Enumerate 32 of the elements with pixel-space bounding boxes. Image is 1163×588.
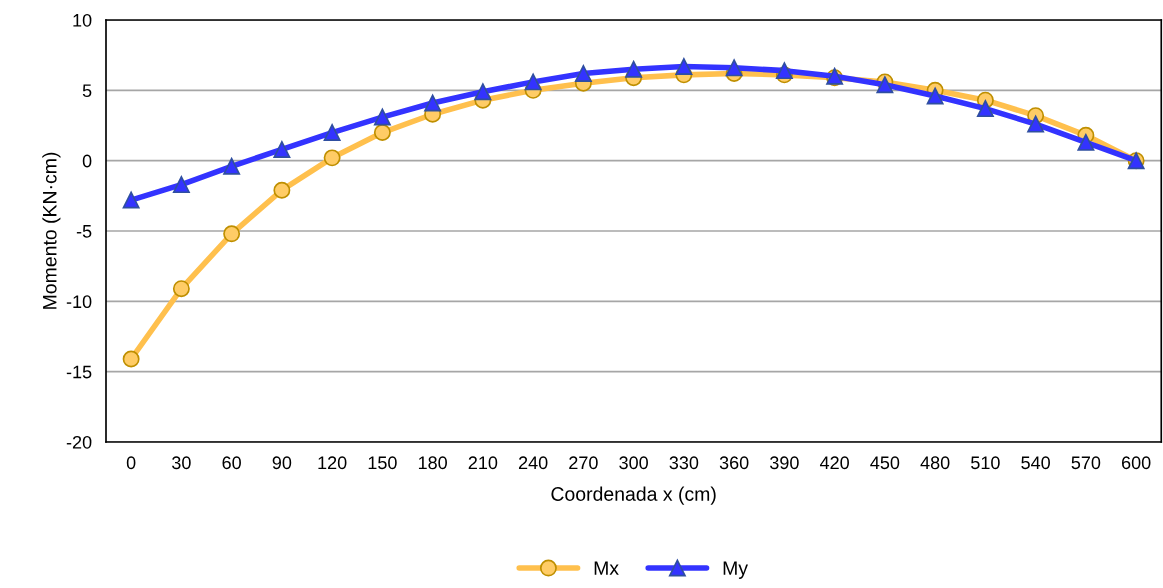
x-tick-label: 510	[971, 456, 1000, 470]
x-tick-label: 420	[819, 456, 849, 470]
x-tick-label: 540	[1021, 456, 1050, 470]
legend-label: Mx	[594, 561, 619, 575]
x-tick-label: 0	[126, 456, 136, 470]
x-tick-label: 150	[368, 456, 397, 470]
x-tick-label: 210	[468, 456, 498, 470]
y-tick-label: -15	[66, 365, 92, 379]
x-tick-label: 300	[619, 456, 648, 470]
x-tick-label: 330	[669, 456, 699, 470]
y-tick-label: 10	[73, 13, 92, 27]
y-axis-title: Momento (KN·cm)	[42, 152, 61, 309]
x-tick-label: 270	[569, 456, 598, 470]
legend-label: My	[723, 561, 748, 579]
x-tick-label: 390	[770, 456, 799, 470]
x-tick-label: 180	[418, 456, 447, 470]
x-tick-label: 60	[222, 456, 241, 470]
x-tick-label: 120	[318, 456, 347, 470]
x-tick-label: 570	[1071, 456, 1101, 470]
x-axis-title: Coordenada x (cm)	[551, 486, 716, 505]
x-tick-label: 600	[1121, 456, 1151, 470]
y-tick-label: 5	[82, 84, 92, 98]
y-tick-label: 0	[82, 154, 92, 168]
x-tick-label: 30	[172, 456, 191, 470]
y-tick-label: -10	[66, 295, 92, 309]
x-tick-label: 360	[719, 456, 749, 470]
x-tick-label: 450	[870, 456, 900, 470]
y-tick-label: -20	[66, 435, 92, 449]
x-tick-label: 240	[518, 456, 548, 470]
y-tick-label: -5	[76, 225, 92, 238]
x-tick-label: 90	[272, 456, 292, 470]
x-tick-label: 480	[920, 456, 950, 470]
